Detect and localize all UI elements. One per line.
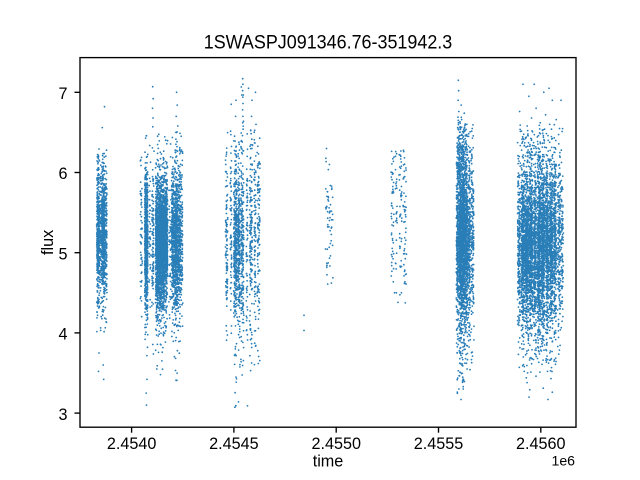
svg-text:7: 7 <box>58 85 67 103</box>
svg-text:2.4545: 2.4545 <box>209 435 259 453</box>
svg-text:6: 6 <box>58 165 67 183</box>
svg-text:1e6: 1e6 <box>551 453 575 469</box>
svg-text:1SWASPJ091346.76-351942.3: 1SWASPJ091346.76-351942.3 <box>204 32 453 54</box>
svg-text:flux: flux <box>39 230 57 255</box>
svg-text:3: 3 <box>58 406 67 424</box>
svg-text:time: time <box>313 452 344 470</box>
svg-text:2.4555: 2.4555 <box>414 435 464 453</box>
svg-text:4: 4 <box>58 326 67 344</box>
svg-text:2.4560: 2.4560 <box>516 435 566 453</box>
svg-text:2.4540: 2.4540 <box>107 435 157 453</box>
svg-text:5: 5 <box>58 245 67 263</box>
svg-text:2.4550: 2.4550 <box>311 435 361 453</box>
